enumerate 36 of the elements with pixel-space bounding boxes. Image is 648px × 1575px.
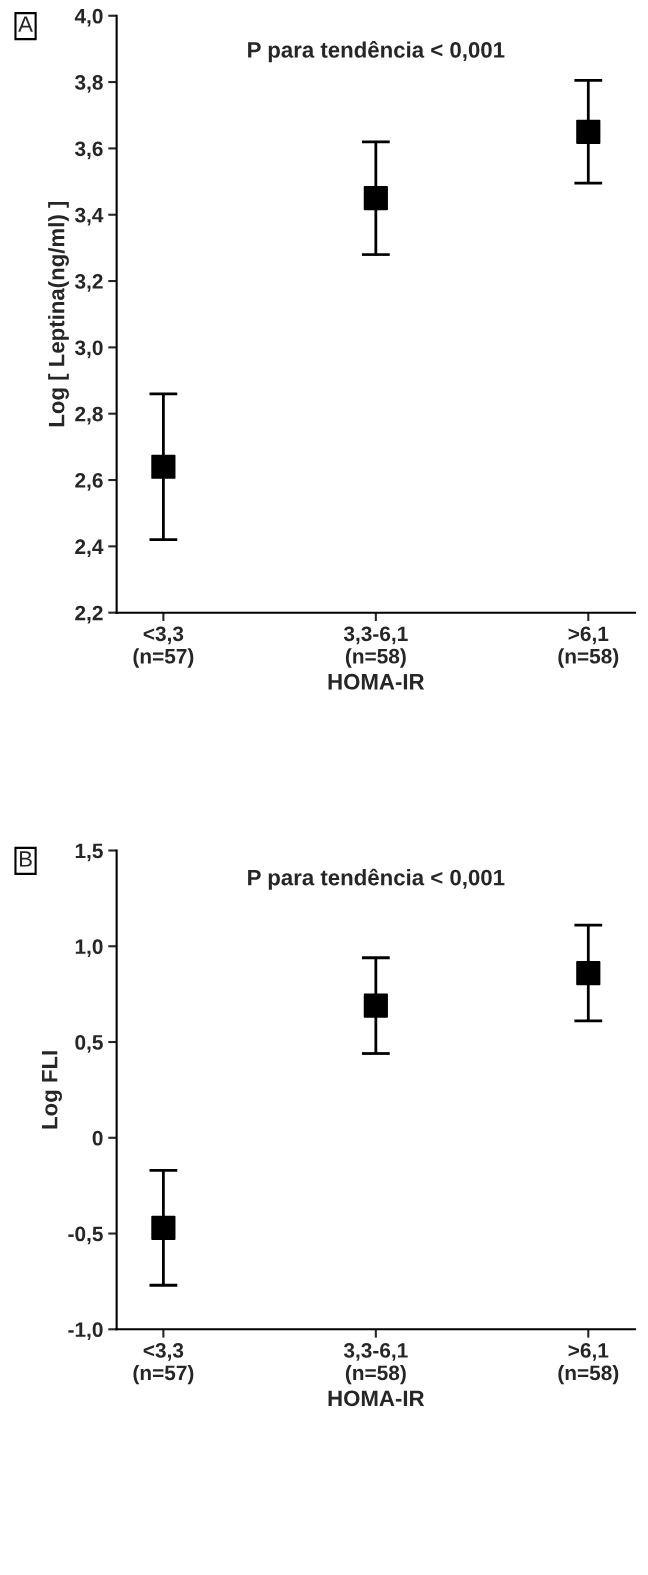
y-tick-label: 1,0: [75, 939, 103, 958]
y-tick-label: -0,5: [68, 1226, 103, 1245]
point: [151, 1215, 176, 1240]
x-tick-label: >6,1 (n=58): [558, 626, 619, 668]
y-tick-label: 2,4: [75, 539, 104, 558]
y-tick-label: 2,8: [75, 406, 103, 425]
x-tick-label: >6,1 (n=58): [558, 1343, 619, 1385]
x-axis-title: HOMA-IR: [328, 1390, 425, 1407]
point: [151, 454, 176, 479]
y-tick-label: 3,4: [74, 207, 104, 226]
y-tick-label: 4,0: [74, 8, 103, 27]
x-tick-label: 3,3-6,1 (n=58): [343, 626, 408, 668]
y-tick-label: 0,5: [75, 1035, 103, 1053]
y-axis-title: Log FLI: [42, 1051, 62, 1129]
y-axis-title: Log [ Leptina(ng/ml) ]: [48, 201, 69, 427]
annotation: P para tendência < 0,001: [248, 40, 505, 63]
point: [363, 186, 388, 211]
y-tick-label: 1,5: [75, 843, 103, 862]
annotation: P para tendência < 0,001: [248, 868, 505, 890]
text: A: [18, 16, 33, 32]
x-tick-label: <3,3 (n=57): [133, 626, 194, 668]
x-axis-title: HOMA-IR: [328, 673, 425, 690]
y-tick-label: 2,2: [75, 605, 103, 624]
y-tick-label: 3,0: [74, 340, 103, 359]
point: [363, 993, 388, 1018]
y-tick-label: 3,2: [74, 274, 103, 292]
y-tick-label: 2,6: [75, 473, 103, 491]
x-tick-label: <3,3 (n=57): [133, 1343, 194, 1385]
y-tick-label: 3,8: [74, 75, 103, 93]
text: B: [19, 851, 32, 867]
y-tick-label: 0: [92, 1130, 103, 1146]
x-tick-label: 3,3-6,1 (n=58): [343, 1343, 408, 1385]
point: [576, 119, 601, 144]
y-tick-label: -1,0: [68, 1322, 103, 1341]
point: [576, 960, 601, 986]
y-tick-label: 3,6: [74, 141, 103, 160]
